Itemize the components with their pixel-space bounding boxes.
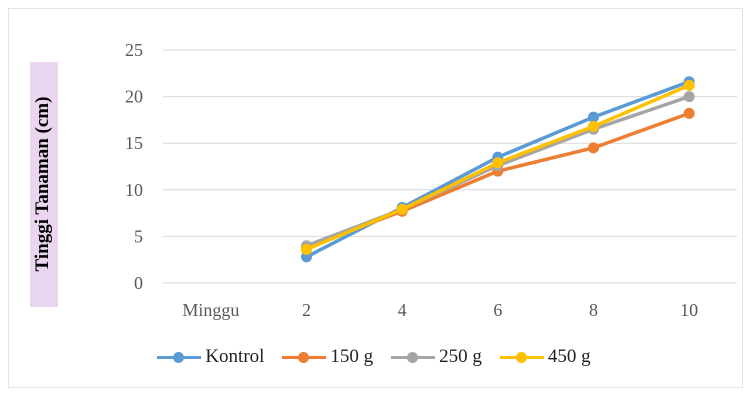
legend-label: 150 g xyxy=(330,346,374,367)
data-point xyxy=(683,107,695,119)
x-tick-label: 10 xyxy=(680,300,698,320)
y-tick-label: 5 xyxy=(134,226,143,246)
data-point xyxy=(683,79,695,91)
data-point xyxy=(301,243,312,255)
ylabel-highlight xyxy=(30,62,58,307)
legend: Kontrol 150 g 250 g 450 g xyxy=(0,346,748,368)
legend-marker-icon xyxy=(282,351,327,363)
data-point xyxy=(492,157,504,169)
chart-frame xyxy=(8,8,743,388)
legend-item: 150 g xyxy=(282,346,373,368)
x-tick-label: Minggu xyxy=(182,300,239,320)
legend-item: Kontrol xyxy=(157,346,264,368)
legend-label: Kontrol xyxy=(205,346,265,367)
x-tick-label: 2 xyxy=(302,300,311,320)
data-point xyxy=(588,111,599,123)
legend-label: 250 g xyxy=(439,346,482,367)
y-tick-label: 15 xyxy=(125,133,143,153)
legend-marker-icon xyxy=(157,351,202,363)
y-tick-label: 10 xyxy=(125,180,143,200)
legend-item: 450 g xyxy=(499,346,591,368)
legend-marker-icon xyxy=(499,351,544,363)
x-tick-label: 4 xyxy=(398,300,407,320)
y-tick-label: 20 xyxy=(125,87,143,107)
y-tick-label: 0 xyxy=(134,273,143,293)
data-point xyxy=(683,91,695,103)
data-point xyxy=(396,203,408,215)
legend-label: 450 g xyxy=(547,346,591,367)
data-point xyxy=(588,142,599,154)
data-point xyxy=(588,120,599,132)
legend-item: 250 g xyxy=(391,346,482,368)
legend-marker-icon xyxy=(391,351,436,363)
x-tick-label: 6 xyxy=(493,300,502,320)
y-tick-label: 25 xyxy=(125,40,143,60)
x-tick-label: 8 xyxy=(589,300,598,320)
